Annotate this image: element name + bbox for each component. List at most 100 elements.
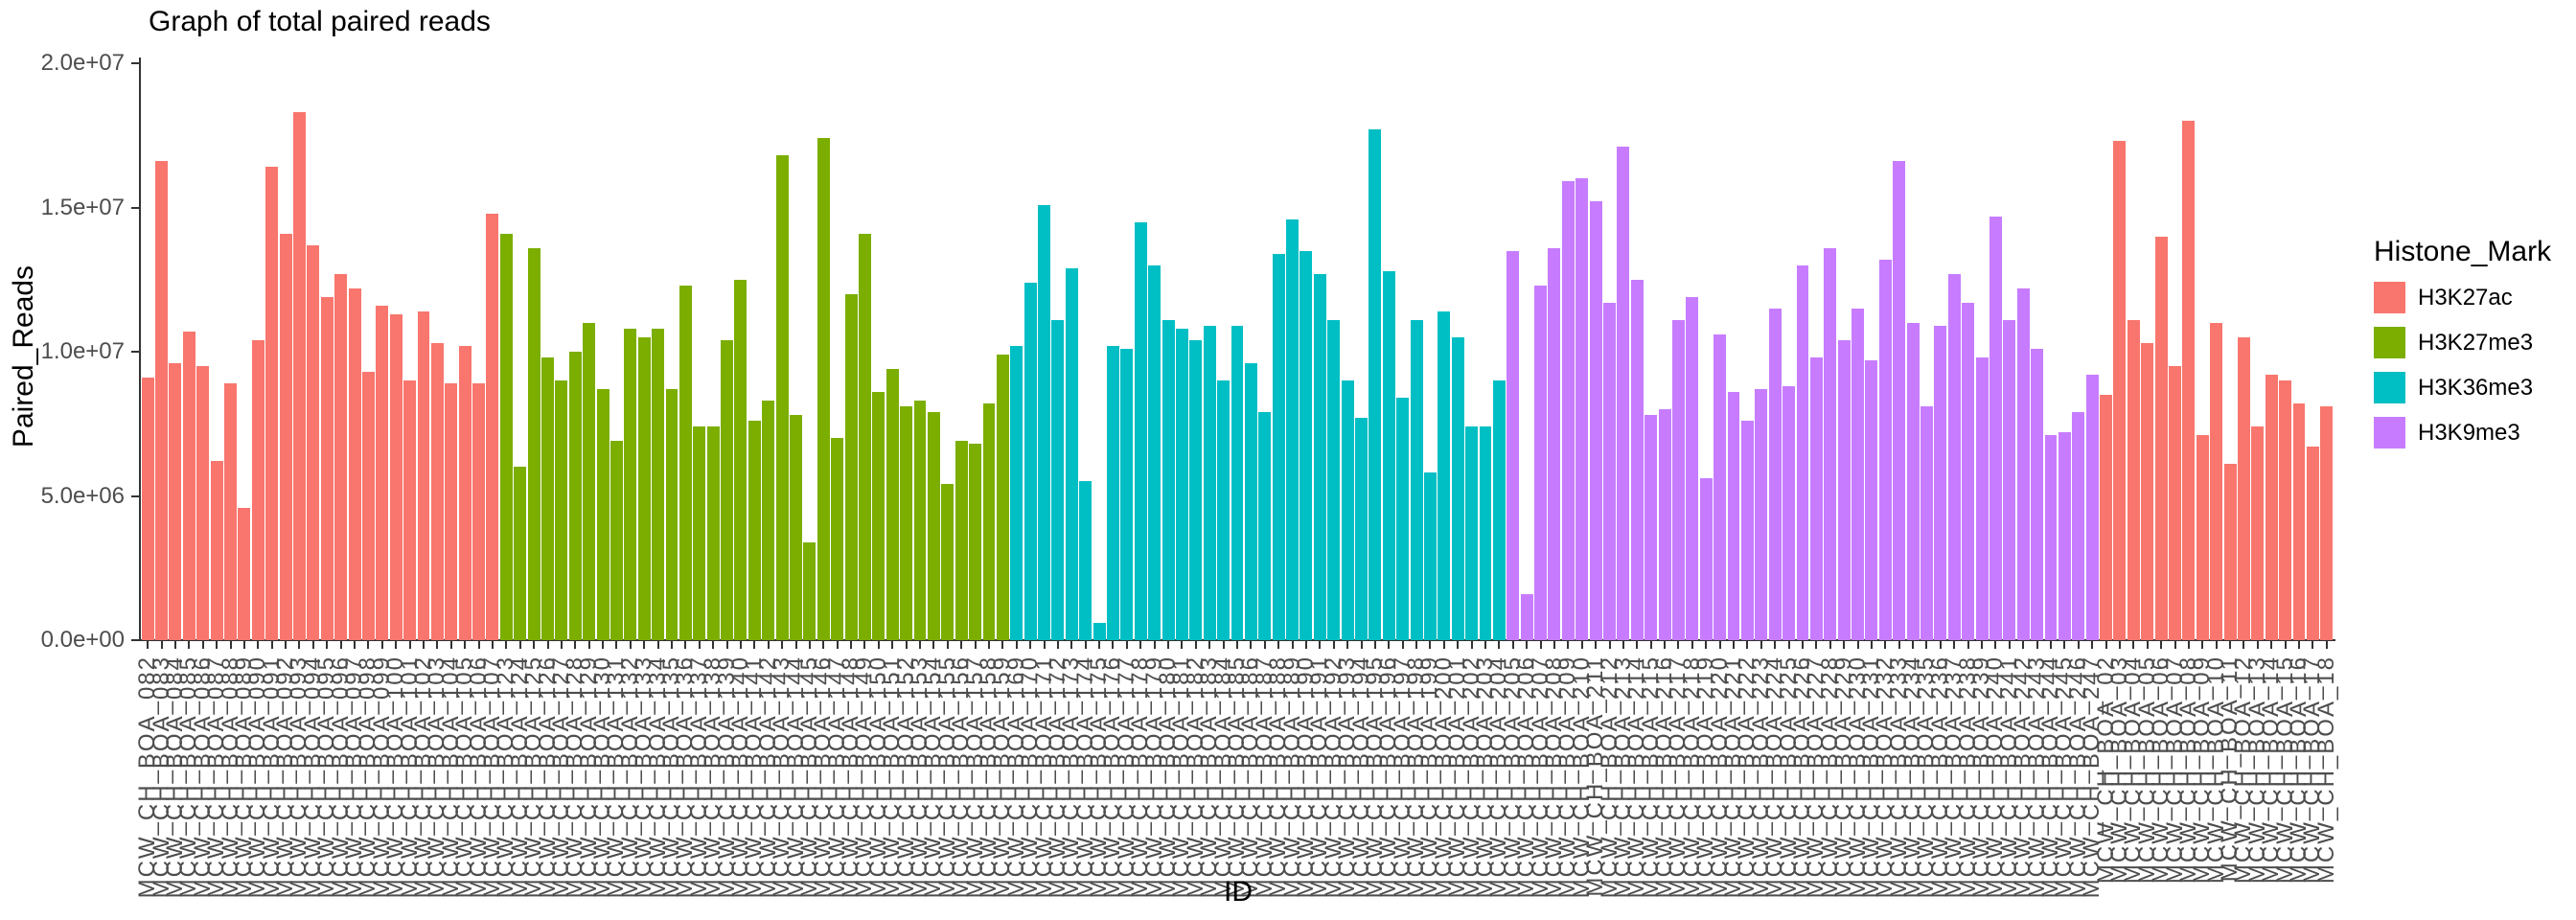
x-tick — [2298, 641, 2301, 649]
bar-MCW_CH_BOA_229 — [1837, 339, 1851, 640]
bar-MCW_CH_BOA_205 — [1506, 250, 1520, 640]
x-tick — [1636, 641, 1639, 649]
x-tick-label: MCW_CH_BOA_18 — [2312, 656, 2339, 885]
bar-MCW_CH_BOA_212 — [1603, 302, 1616, 640]
x-tick — [1181, 641, 1184, 649]
x-tick — [2104, 641, 2107, 649]
bar-MCW_CH_BOA_154 — [927, 412, 940, 640]
bar-MCW_CH_BOA_141 — [748, 421, 761, 640]
bar-MCW_CH_BOA_227 — [1809, 357, 1823, 640]
bar-MCW_CH_BOA_191 — [1313, 273, 1326, 640]
x-tick — [298, 641, 301, 649]
bar-MCW_CH_BOA_138 — [706, 426, 720, 640]
bar-MCW_CH_BOA_155 — [941, 484, 954, 640]
bar-MCW_CH_BOA_149 — [858, 233, 871, 640]
bar-MCW_CH_BOA_211 — [1589, 201, 1602, 640]
bar-MCW_CH_BOA_142 — [762, 401, 775, 640]
x-tick — [1139, 641, 1142, 649]
x-tick — [2022, 641, 2025, 649]
x-tick — [491, 641, 494, 649]
bar-MCW_CH_BOA_147 — [831, 438, 844, 640]
x-tick — [1580, 641, 1583, 649]
bar-MCW_CH_BOA_188 — [1272, 253, 1285, 640]
bar-MCW_CH_BOA_145 — [803, 541, 816, 640]
x-tick — [2146, 641, 2149, 649]
x-tick — [1429, 641, 1432, 649]
x-tick — [533, 641, 536, 649]
bar-MCW_CH_BOA_214 — [1630, 279, 1644, 640]
bar-MCW_CH_BOA_10 — [2210, 322, 2223, 640]
x-tick — [932, 641, 935, 649]
x-tick — [464, 641, 467, 649]
bar-MCW_CH_BOA_130 — [596, 389, 610, 640]
bar-MCW_CH_BOA_174 — [1079, 481, 1092, 640]
x-tick — [1001, 641, 1004, 649]
bar-MCW_CH_BOA_220 — [1714, 334, 1727, 640]
bar-MCW_CH_BOA_175 — [1092, 622, 1106, 640]
y-axis-line — [139, 58, 141, 641]
bar-MCW_CH_BOA_237 — [1947, 273, 1961, 640]
legend-label: H3K9me3 — [2418, 419, 2520, 446]
bar-MCW_CH_BOA_082 — [141, 378, 154, 640]
x-tick — [147, 641, 150, 649]
x-tick — [1622, 641, 1624, 649]
x-tick — [960, 641, 963, 649]
bar-MCW_CH_BOA_203 — [1479, 426, 1492, 640]
bar-MCW_CH_BOA_207 — [1534, 285, 1548, 640]
chart-title: Graph of total paired reads — [149, 6, 491, 37]
bar-MCW_CH_BOA_094 — [307, 244, 320, 640]
bar-MCW_CH_BOA_177 — [1120, 349, 1134, 640]
legend: Histone_Mark H3K27ac H3K27me3 H3K36me3 H3K9… — [2374, 236, 2551, 462]
bar-MCW_CH_BOA_200 — [1438, 310, 1451, 640]
bar-MCW_CH_BOA_243 — [2031, 349, 2044, 640]
y-tick-label: 0.0e+00 — [40, 627, 125, 653]
x-axis-title: ID — [1224, 876, 1253, 908]
bar-MCW_CH_BOA_206 — [1520, 593, 1533, 640]
x-tick — [1457, 641, 1460, 649]
bar-MCW_CH_BOA_105 — [458, 345, 472, 640]
bar-MCW_CH_BOA_127 — [555, 380, 568, 640]
x-tick — [987, 641, 990, 649]
x-tick — [1015, 641, 1018, 649]
x-tick — [1898, 641, 1900, 649]
x-tick — [1994, 641, 1997, 649]
bar-MCW_CH_BOA_09 — [2196, 435, 2209, 640]
plot-area — [141, 63, 2334, 640]
x-tick — [505, 641, 508, 649]
x-tick — [449, 641, 452, 649]
x-axis-line — [139, 639, 2335, 641]
x-tick — [1677, 641, 1680, 649]
x-tick — [1167, 641, 1170, 649]
bar-MCW_CH_BOA_099 — [376, 305, 389, 640]
x-tick — [1084, 641, 1087, 649]
bar-MCW_CH_BOA_02 — [2100, 395, 2113, 640]
x-tick — [587, 641, 590, 649]
x-tick — [2312, 641, 2314, 649]
bar-MCW_CH_BOA_189 — [1286, 218, 1300, 640]
x-tick — [1470, 641, 1473, 649]
bar-MCW_CH_BOA_102 — [417, 310, 430, 640]
bar-MCW_CH_BOA_228 — [1824, 247, 1837, 640]
bar-MCW_CH_BOA_172 — [1051, 319, 1065, 640]
x-tick — [1953, 641, 1956, 649]
bar-MCW_CH_BOA_239 — [1975, 357, 1989, 640]
x-tick — [1194, 641, 1197, 649]
legend-item-H3K36me3: H3K36me3 — [2374, 372, 2551, 403]
x-tick — [518, 641, 521, 649]
x-tick — [753, 641, 756, 649]
legend-item-H3K27ac: H3K27ac — [2374, 282, 2551, 313]
y-tick — [131, 494, 139, 497]
y-tick-label: 5.0e+06 — [40, 482, 125, 509]
bar-MCW_CH_BOA_231 — [1865, 360, 1878, 640]
bar-MCW_CH_BOA_238 — [1962, 302, 1975, 640]
x-tick — [850, 641, 853, 649]
x-tick — [1690, 641, 1693, 649]
bar-MCW_CH_BOA_144 — [790, 415, 802, 640]
x-tick — [1884, 641, 1887, 649]
bar-MCW_CH_BOA_148 — [844, 293, 858, 640]
bar-MCW_CH_BOA_107 — [486, 213, 499, 640]
bar-MCW_CH_BOA_157 — [969, 444, 982, 640]
bar-MCW_CH_BOA_176 — [1107, 345, 1119, 640]
bar-MCW_CH_BOA_083 — [155, 161, 169, 640]
x-tick — [905, 641, 908, 649]
